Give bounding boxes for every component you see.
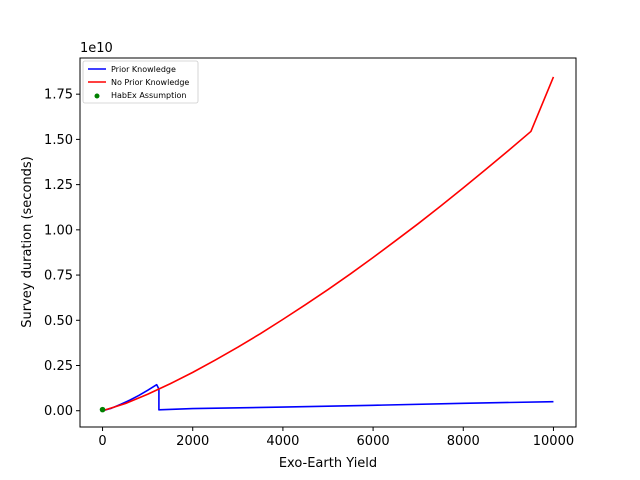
x-tick-label: 6000: [357, 434, 390, 449]
x-axis-title: Exo-Earth Yield: [279, 456, 377, 471]
y-offset-label: 1e10: [80, 41, 113, 56]
x-tick-label: 8000: [447, 434, 480, 449]
series-line-prior-knowledge: [102, 383, 554, 412]
legend: Prior Knowledge No Prior Knowledge HabEx…: [82, 60, 199, 104]
y-tick-label: 0.25: [44, 359, 73, 374]
x-tick-label: 2000: [176, 434, 209, 449]
y-tick-label: 1.50: [44, 133, 73, 148]
x-tick-label: 0: [98, 434, 106, 449]
y-tick-label: 0.00: [44, 404, 73, 419]
legend-entry-prior-knowledge: Prior Knowledge: [88, 65, 176, 74]
point-habex-assumption: [99, 406, 106, 413]
legend-entry-no-prior-knowledge: No Prior Knowledge: [88, 78, 189, 87]
legend-swatch-habex-assumption: [94, 93, 100, 99]
legend-box: [82, 60, 199, 104]
legend-label-prior-knowledge: Prior Knowledge: [111, 65, 176, 74]
y-tick-label: 0.75: [44, 269, 73, 284]
series-line-no-prior-knowledge: [102, 76, 555, 412]
plot-area: [99, 76, 555, 413]
y-tick-label: 1.75: [44, 88, 73, 103]
legend-label-no-prior-knowledge: No Prior Knowledge: [111, 78, 189, 87]
y-tick-label: 0.50: [44, 314, 73, 329]
series-layer: [99, 76, 555, 413]
y-axis-title: Survey duration (seconds): [20, 156, 35, 327]
legend-label-habex-assumption: HabEx Assumption: [111, 91, 186, 100]
y-tick-label: 1.00: [44, 223, 73, 238]
y-tick-label: 1.25: [44, 178, 73, 193]
axes-frame: [79, 57, 577, 428]
x-tick-label: 4000: [266, 434, 299, 449]
legend-entry-habex-assumption: HabEx Assumption: [94, 91, 186, 100]
y-axis-ticks: 0.00 0.25 0.50 0.75 1.00 1.25 1.50 1.75: [44, 88, 80, 419]
x-tick-label: 10000: [533, 434, 574, 449]
x-axis-ticks: 0 2000 4000 6000 8000 10000: [98, 427, 574, 449]
